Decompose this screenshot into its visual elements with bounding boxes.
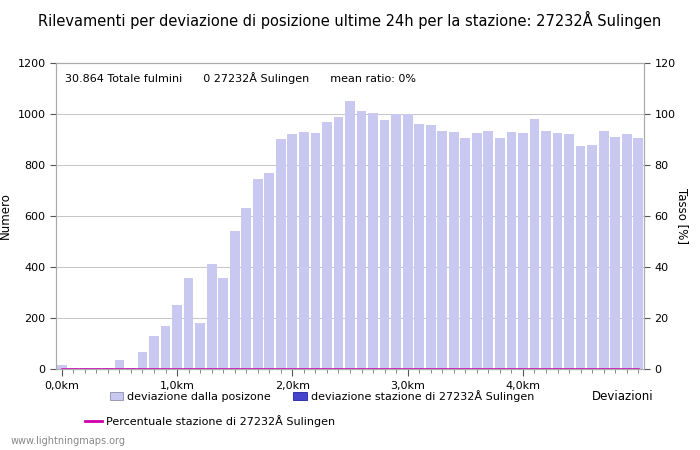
Bar (379, 120, 389, 369)
Bar (622, 135, 631, 369)
Bar (288, 135, 298, 369)
Text: Deviazioni: Deviazioni (592, 391, 654, 403)
Bar (241, 208, 251, 369)
Bar (368, 112, 378, 369)
Bar (299, 132, 309, 369)
Bar (426, 126, 435, 369)
Text: 30.864 Totale fulmini      0 27232Å Sulingen      mean ratio: 0%: 30.864 Totale fulmini 0 27232Å Sulingen … (65, 72, 416, 84)
Bar (564, 135, 574, 369)
Bar (230, 231, 239, 369)
Bar (183, 279, 193, 369)
Legend: deviazione dalla posizone, deviazione stazione di 27232Å Sulingen: deviazione dalla posizone, deviazione st… (109, 390, 535, 402)
Bar (149, 336, 159, 369)
Bar (345, 101, 355, 369)
Bar (449, 132, 458, 369)
Bar (598, 130, 608, 369)
Bar (634, 138, 643, 369)
Bar (218, 279, 228, 369)
Bar (461, 138, 470, 369)
Bar (356, 112, 366, 369)
Bar (507, 132, 517, 369)
Bar (575, 146, 585, 369)
Legend: Percentuale stazione di 27232Å Sulingen: Percentuale stazione di 27232Å Sulingen (85, 415, 335, 428)
Y-axis label: Numero: Numero (0, 193, 12, 239)
Bar (552, 133, 562, 369)
Bar (391, 114, 401, 369)
Bar (160, 326, 170, 369)
Bar (276, 140, 286, 369)
Bar (587, 144, 597, 369)
Y-axis label: Tasso [%]: Tasso [%] (676, 188, 690, 244)
Bar (530, 119, 540, 369)
Bar (438, 130, 447, 369)
Bar (414, 124, 424, 369)
Bar (610, 137, 620, 369)
Bar (253, 179, 262, 369)
Bar (195, 323, 205, 369)
Bar (402, 114, 412, 369)
Bar (206, 265, 216, 369)
Bar (484, 130, 494, 369)
Bar (115, 360, 125, 369)
Bar (265, 173, 274, 369)
Text: Rilevamenti per deviazione di posizione ultime 24h per la stazione: 27232Å Sulin: Rilevamenti per deviazione di posizione … (38, 11, 661, 29)
Bar (138, 352, 148, 369)
Bar (172, 305, 182, 369)
Bar (334, 117, 344, 369)
Bar (541, 130, 551, 369)
Bar (495, 138, 505, 369)
Bar (472, 133, 482, 369)
Bar (518, 133, 528, 369)
Bar (311, 133, 321, 369)
Bar (57, 365, 66, 369)
Bar (322, 122, 332, 369)
Text: www.lightningmaps.org: www.lightningmaps.org (10, 436, 125, 446)
